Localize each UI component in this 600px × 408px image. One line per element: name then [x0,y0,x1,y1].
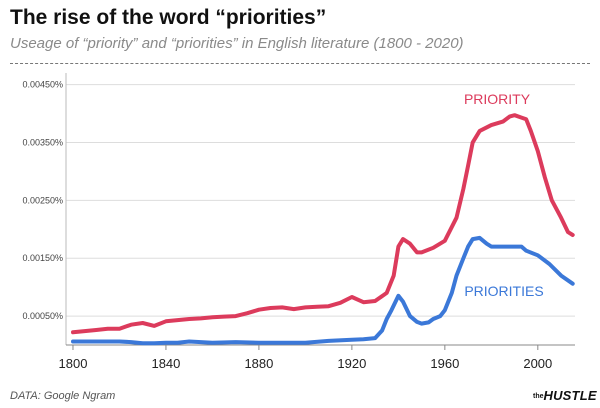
y-tick-label: 0.00250% [22,195,63,205]
x-tick-label: 1800 [59,356,88,371]
x-tick-label: 2000 [523,356,552,371]
header-divider [10,63,590,64]
hustle-logo: theHUSTLE [533,387,597,405]
series-line-priority [71,113,575,335]
x-tick-label: 1840 [151,356,180,371]
chart-title: The rise of the word “priorities” [10,6,327,29]
data-source: DATA: Google Ngram [10,390,116,402]
series-label-priority: PRIORITY [464,91,531,107]
chart-subtitle: Useage of “priority” and “priorities” in… [10,35,464,52]
y-tick-label: 0.00350% [22,137,63,147]
logo-prefix: the [533,393,544,400]
x-tick-label: 1880 [244,356,273,371]
y-tick-label: 0.00450% [22,80,63,90]
logo-wordmark: HUSTLE [543,388,597,403]
y-tick-label: 0.00050% [22,311,63,321]
y-tick-label: 0.00150% [22,253,63,263]
series-label-priorities: PRIORITIES [464,283,543,299]
series-line-priorities [71,235,575,346]
x-tick-label: 1960 [430,356,459,371]
x-tick-label: 1920 [337,356,366,371]
